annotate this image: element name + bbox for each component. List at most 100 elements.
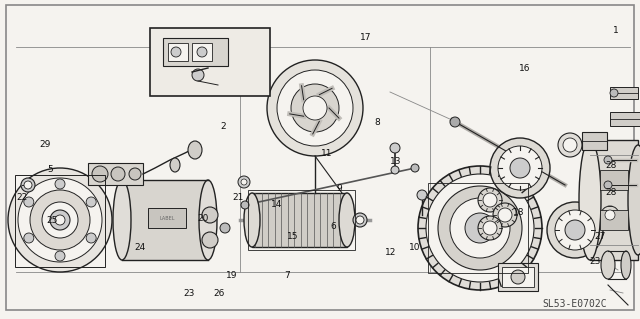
Bar [498,263,538,291]
Text: 1: 1 [613,26,618,35]
Circle shape [30,190,90,250]
Circle shape [563,138,577,152]
Circle shape [24,197,34,207]
Circle shape [490,138,550,198]
Text: 10: 10 [409,243,420,252]
Bar [610,87,638,99]
Circle shape [192,69,204,81]
Circle shape [86,197,96,207]
Circle shape [493,203,517,227]
Circle shape [24,181,32,189]
Text: 25: 25 [47,216,58,225]
Circle shape [558,133,582,157]
Ellipse shape [621,251,631,279]
Circle shape [498,146,542,190]
Bar [88,163,143,185]
Text: 7: 7 [284,271,289,280]
Circle shape [55,215,65,225]
Text: 19: 19 [226,271,237,280]
Bar [590,140,638,260]
Bar [163,38,228,66]
Ellipse shape [113,180,131,260]
Circle shape [510,158,530,178]
Circle shape [18,178,102,262]
Text: 6: 6 [330,222,335,231]
Circle shape [478,216,502,240]
Ellipse shape [244,193,260,247]
Circle shape [610,89,618,97]
Bar [15,175,105,267]
Text: 12: 12 [385,248,396,256]
Text: 13: 13 [390,157,401,166]
Text: 24: 24 [134,243,145,252]
Circle shape [605,210,615,220]
Circle shape [604,156,612,164]
Circle shape [604,181,612,189]
Text: 16: 16 [519,64,531,73]
Ellipse shape [628,145,640,255]
Text: 17: 17 [360,33,372,42]
Circle shape [202,207,218,223]
Circle shape [202,232,218,248]
Circle shape [241,179,247,185]
Circle shape [50,210,70,230]
Bar [610,112,640,126]
Circle shape [267,60,363,156]
Text: SL53-E0702C: SL53-E0702C [543,299,607,309]
Text: 27: 27 [595,232,606,241]
Text: LABEL: LABEL [159,216,175,220]
Circle shape [450,117,460,127]
Text: 5: 5 [47,165,52,174]
Circle shape [277,70,353,146]
Circle shape [197,47,207,57]
Circle shape [111,167,125,181]
Ellipse shape [199,180,217,260]
Circle shape [303,96,327,120]
Circle shape [241,201,249,209]
Text: 23: 23 [589,257,601,266]
Circle shape [55,251,65,261]
Circle shape [450,198,510,258]
Circle shape [21,178,35,192]
Circle shape [601,206,619,224]
Circle shape [465,213,495,243]
Ellipse shape [579,140,601,260]
Circle shape [353,213,367,227]
Text: 9: 9 [337,184,342,193]
Circle shape [478,188,502,212]
Text: 28: 28 [605,161,617,170]
Circle shape [24,233,34,243]
Circle shape [8,168,112,272]
Circle shape [411,164,419,172]
Bar [248,190,355,250]
Text: 23: 23 [183,289,195,298]
Circle shape [418,166,542,290]
Circle shape [511,270,525,284]
Text: 20: 20 [198,214,209,223]
Text: 8: 8 [375,118,380,127]
Ellipse shape [170,158,180,172]
Circle shape [390,143,400,153]
Circle shape [498,208,512,222]
Bar [148,208,186,228]
Ellipse shape [601,251,615,279]
Circle shape [129,168,141,180]
Circle shape [92,166,108,182]
Circle shape [483,193,497,207]
Text: 26: 26 [213,289,225,298]
Circle shape [171,47,181,57]
Bar [582,132,607,150]
Circle shape [483,221,497,235]
Circle shape [555,210,595,250]
Ellipse shape [339,193,355,247]
Circle shape [438,186,522,270]
Text: 21: 21 [232,193,244,202]
Circle shape [547,202,603,258]
Circle shape [220,223,230,233]
Ellipse shape [188,141,202,159]
Circle shape [565,220,585,240]
Bar [150,28,270,96]
Bar [252,193,347,247]
Bar [600,170,628,190]
Circle shape [55,179,65,189]
